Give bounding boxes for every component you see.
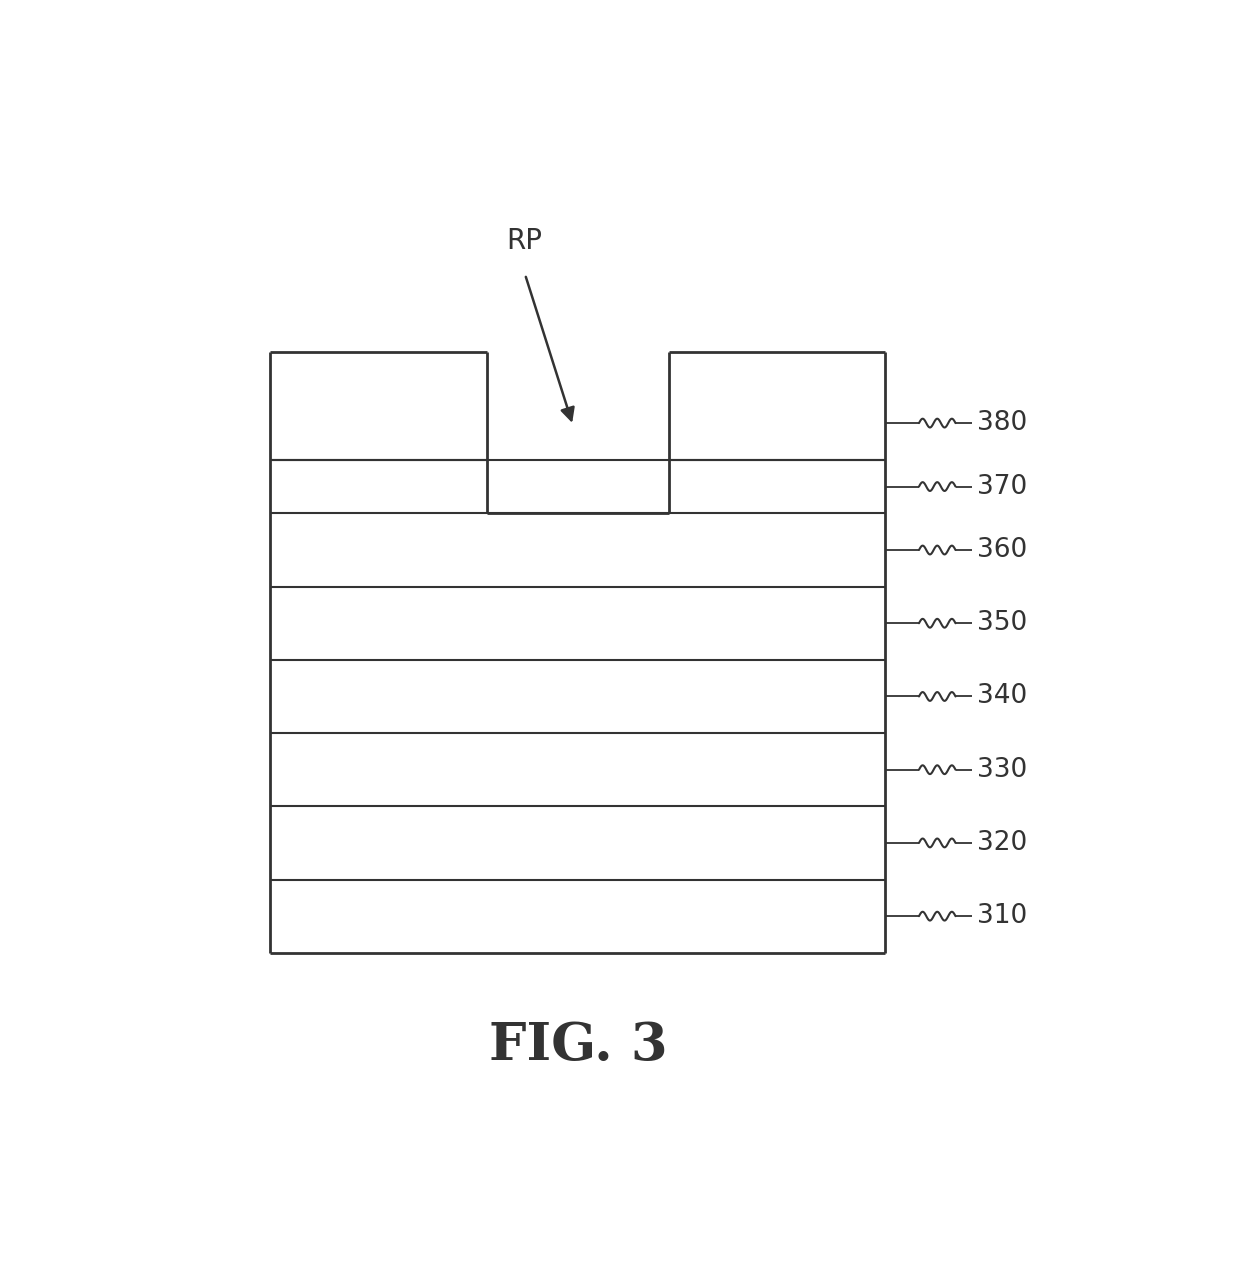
Text: 310: 310 (977, 903, 1027, 929)
Text: 350: 350 (977, 610, 1027, 637)
Text: FIG. 3: FIG. 3 (489, 1019, 667, 1071)
Text: 340: 340 (977, 683, 1027, 710)
Text: RP: RP (506, 227, 542, 255)
Text: 380: 380 (977, 410, 1027, 436)
Text: 370: 370 (977, 473, 1027, 500)
Text: 360: 360 (977, 538, 1027, 563)
Text: 330: 330 (977, 757, 1027, 782)
Text: 320: 320 (977, 831, 1027, 856)
